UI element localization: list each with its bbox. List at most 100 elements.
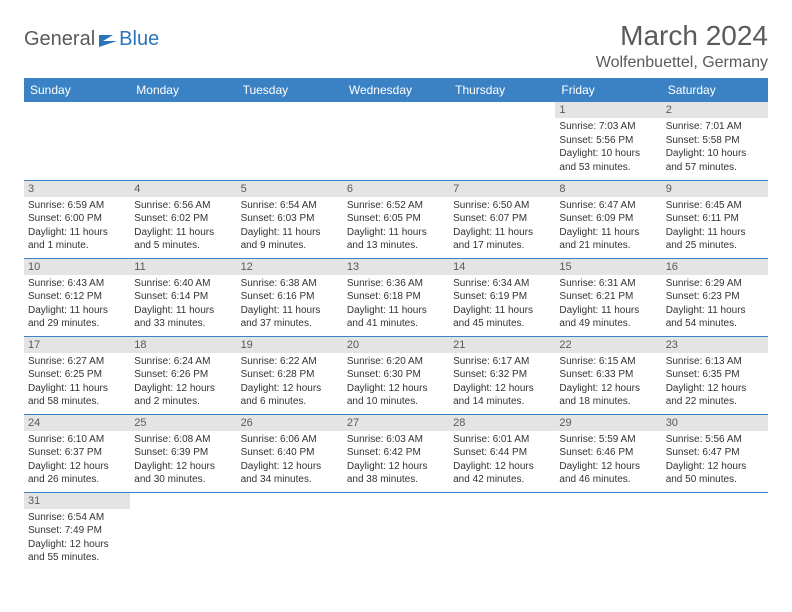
day-details: Sunrise: 6:15 AMSunset: 6:33 PMDaylight:… [555,353,661,411]
calendar-day: 28Sunrise: 6:01 AMSunset: 6:44 PMDayligh… [449,414,555,492]
calendar-week: 31Sunrise: 6:54 AMSunset: 7:49 PMDayligh… [24,492,768,570]
calendar-day: 6Sunrise: 6:52 AMSunset: 6:05 PMDaylight… [343,180,449,258]
day-details: Sunrise: 6:47 AMSunset: 6:09 PMDaylight:… [555,197,661,255]
calendar-week: 1Sunrise: 7:03 AMSunset: 5:56 PMDaylight… [24,102,768,180]
calendar-week: 24Sunrise: 6:10 AMSunset: 6:37 PMDayligh… [24,414,768,492]
day-details: Sunrise: 6:13 AMSunset: 6:35 PMDaylight:… [662,353,768,411]
calendar-empty [237,492,343,570]
day-details: Sunrise: 6:08 AMSunset: 6:39 PMDaylight:… [130,431,236,489]
calendar-week: 17Sunrise: 6:27 AMSunset: 6:25 PMDayligh… [24,336,768,414]
calendar-day: 3Sunrise: 6:59 AMSunset: 6:00 PMDaylight… [24,180,130,258]
calendar-day: 10Sunrise: 6:43 AMSunset: 6:12 PMDayligh… [24,258,130,336]
calendar-empty [555,492,661,570]
calendar-day: 4Sunrise: 6:56 AMSunset: 6:02 PMDaylight… [130,180,236,258]
header: General Blue March 2024 Wolfenbuettel, G… [24,20,768,72]
day-details: Sunrise: 6:40 AMSunset: 6:14 PMDaylight:… [130,275,236,333]
calendar-empty [130,492,236,570]
day-number: 26 [237,415,343,431]
calendar-week: 3Sunrise: 6:59 AMSunset: 6:00 PMDaylight… [24,180,768,258]
day-header: Tuesday [237,78,343,102]
calendar-day: 1Sunrise: 7:03 AMSunset: 5:56 PMDaylight… [555,102,661,180]
calendar-day: 19Sunrise: 6:22 AMSunset: 6:28 PMDayligh… [237,336,343,414]
calendar-day: 31Sunrise: 6:54 AMSunset: 7:49 PMDayligh… [24,492,130,570]
calendar-day: 17Sunrise: 6:27 AMSunset: 6:25 PMDayligh… [24,336,130,414]
day-number: 7 [449,181,555,197]
calendar-day: 8Sunrise: 6:47 AMSunset: 6:09 PMDaylight… [555,180,661,258]
calendar-day: 7Sunrise: 6:50 AMSunset: 6:07 PMDaylight… [449,180,555,258]
day-details: Sunrise: 7:03 AMSunset: 5:56 PMDaylight:… [555,118,661,176]
day-number: 31 [24,493,130,509]
calendar-empty [449,492,555,570]
calendar-day: 27Sunrise: 6:03 AMSunset: 6:42 PMDayligh… [343,414,449,492]
day-header: Friday [555,78,661,102]
day-details: Sunrise: 6:27 AMSunset: 6:25 PMDaylight:… [24,353,130,411]
calendar-day: 20Sunrise: 6:20 AMSunset: 6:30 PMDayligh… [343,336,449,414]
day-details: Sunrise: 6:54 AMSunset: 7:49 PMDaylight:… [24,509,130,567]
day-details: Sunrise: 6:34 AMSunset: 6:19 PMDaylight:… [449,275,555,333]
day-details: Sunrise: 6:03 AMSunset: 6:42 PMDaylight:… [343,431,449,489]
day-number: 14 [449,259,555,275]
day-details: Sunrise: 5:59 AMSunset: 6:46 PMDaylight:… [555,431,661,489]
day-number: 5 [237,181,343,197]
calendar-empty [237,102,343,180]
calendar-day: 21Sunrise: 6:17 AMSunset: 6:32 PMDayligh… [449,336,555,414]
day-details: Sunrise: 6:56 AMSunset: 6:02 PMDaylight:… [130,197,236,255]
day-details: Sunrise: 6:31 AMSunset: 6:21 PMDaylight:… [555,275,661,333]
day-details: Sunrise: 6:59 AMSunset: 6:00 PMDaylight:… [24,197,130,255]
day-details: Sunrise: 6:17 AMSunset: 6:32 PMDaylight:… [449,353,555,411]
flag-icon [99,33,117,47]
logo-text-general: General [24,28,95,51]
day-number: 6 [343,181,449,197]
day-number: 2 [662,102,768,118]
day-details: Sunrise: 6:45 AMSunset: 6:11 PMDaylight:… [662,197,768,255]
day-number: 10 [24,259,130,275]
day-number: 18 [130,337,236,353]
day-number: 11 [130,259,236,275]
day-details: Sunrise: 6:29 AMSunset: 6:23 PMDaylight:… [662,275,768,333]
day-details: Sunrise: 7:01 AMSunset: 5:58 PMDaylight:… [662,118,768,176]
calendar-empty [449,102,555,180]
calendar-day: 12Sunrise: 6:38 AMSunset: 6:16 PMDayligh… [237,258,343,336]
day-number: 17 [24,337,130,353]
calendar-empty [343,492,449,570]
day-number: 21 [449,337,555,353]
day-header: Sunday [24,78,130,102]
day-number: 22 [555,337,661,353]
day-number: 4 [130,181,236,197]
calendar-empty [130,102,236,180]
day-number: 3 [24,181,130,197]
calendar-day: 16Sunrise: 6:29 AMSunset: 6:23 PMDayligh… [662,258,768,336]
calendar-day: 11Sunrise: 6:40 AMSunset: 6:14 PMDayligh… [130,258,236,336]
day-details: Sunrise: 6:20 AMSunset: 6:30 PMDaylight:… [343,353,449,411]
day-header: Thursday [449,78,555,102]
day-header: Saturday [662,78,768,102]
day-number: 25 [130,415,236,431]
logo: General Blue [24,28,159,51]
calendar-day: 14Sunrise: 6:34 AMSunset: 6:19 PMDayligh… [449,258,555,336]
day-details: Sunrise: 6:06 AMSunset: 6:40 PMDaylight:… [237,431,343,489]
day-details: Sunrise: 6:01 AMSunset: 6:44 PMDaylight:… [449,431,555,489]
day-number: 30 [662,415,768,431]
day-number: 29 [555,415,661,431]
calendar-table: SundayMondayTuesdayWednesdayThursdayFrid… [24,78,768,570]
calendar-day: 13Sunrise: 6:36 AMSunset: 6:18 PMDayligh… [343,258,449,336]
calendar-empty [343,102,449,180]
day-details: Sunrise: 6:54 AMSunset: 6:03 PMDaylight:… [237,197,343,255]
day-details: Sunrise: 6:10 AMSunset: 6:37 PMDaylight:… [24,431,130,489]
calendar-day: 23Sunrise: 6:13 AMSunset: 6:35 PMDayligh… [662,336,768,414]
day-number: 16 [662,259,768,275]
day-number: 1 [555,102,661,118]
day-number: 8 [555,181,661,197]
calendar-day: 29Sunrise: 5:59 AMSunset: 6:46 PMDayligh… [555,414,661,492]
day-number: 12 [237,259,343,275]
calendar-week: 10Sunrise: 6:43 AMSunset: 6:12 PMDayligh… [24,258,768,336]
calendar-day: 18Sunrise: 6:24 AMSunset: 6:26 PMDayligh… [130,336,236,414]
title-block: March 2024 Wolfenbuettel, Germany [596,20,768,72]
calendar-day: 22Sunrise: 6:15 AMSunset: 6:33 PMDayligh… [555,336,661,414]
day-number: 27 [343,415,449,431]
calendar-day: 15Sunrise: 6:31 AMSunset: 6:21 PMDayligh… [555,258,661,336]
day-details: Sunrise: 6:24 AMSunset: 6:26 PMDaylight:… [130,353,236,411]
page-title: March 2024 [596,20,768,52]
calendar-day: 24Sunrise: 6:10 AMSunset: 6:37 PMDayligh… [24,414,130,492]
location-label: Wolfenbuettel, Germany [596,54,768,72]
